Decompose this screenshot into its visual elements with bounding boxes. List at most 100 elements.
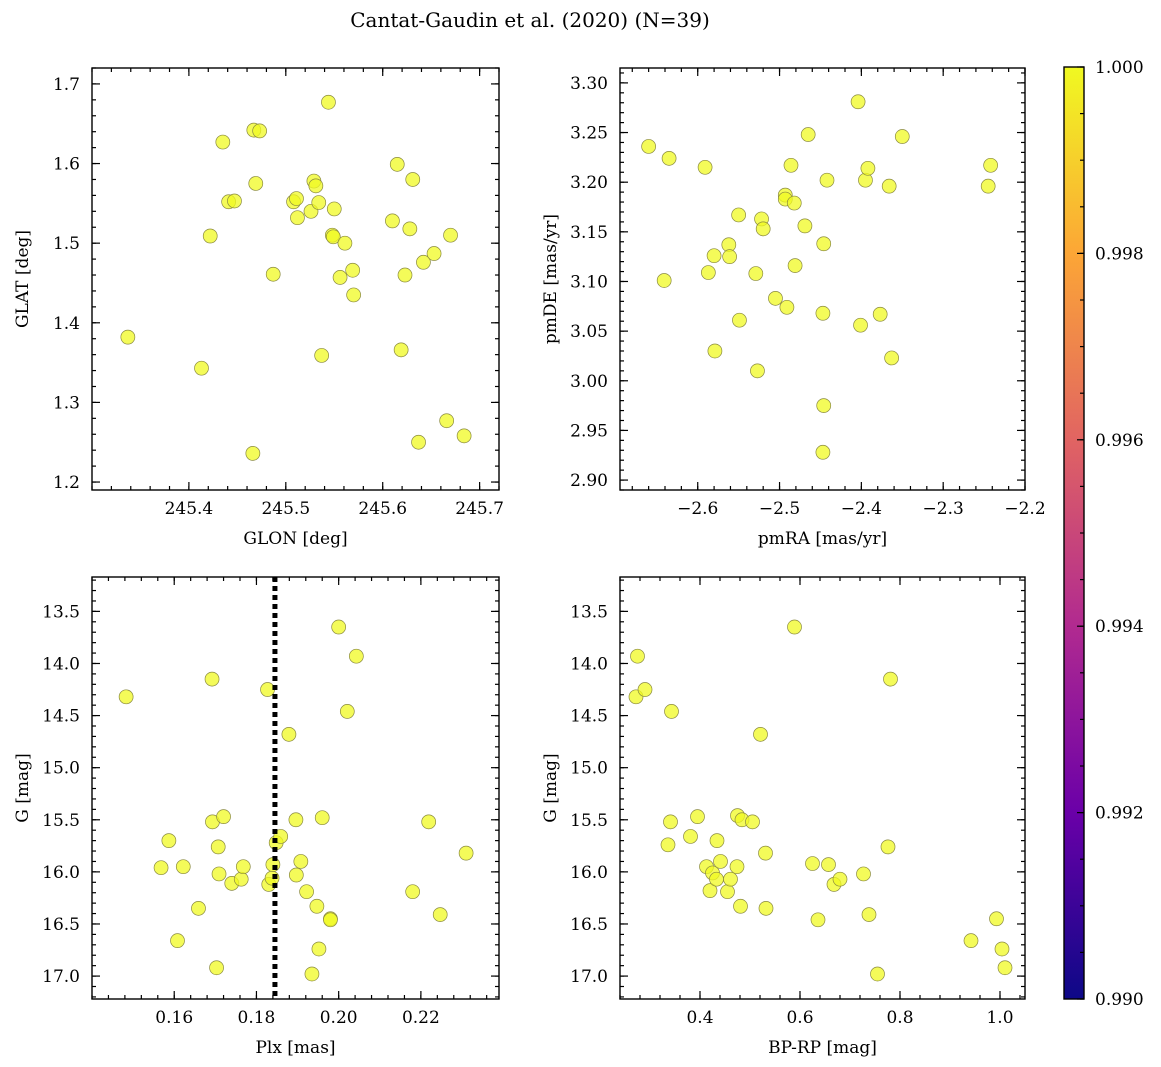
data-point — [758, 900, 774, 916]
data-point — [443, 227, 458, 243]
data-point — [311, 941, 327, 957]
data-point — [810, 912, 826, 928]
y-tick-label: 13.5 — [42, 602, 80, 622]
y-tick-label: 1.5 — [53, 234, 80, 254]
x-axis-label: BP-RP [mag] — [768, 1038, 877, 1058]
x-tick-label: −2.2 — [1004, 499, 1045, 519]
x-axis-label: GLON [deg] — [243, 529, 347, 549]
data-point — [314, 810, 330, 826]
data-point — [245, 446, 261, 461]
colorbar: 0.990 0.992 0.994 0.996 0.998 1.000 — [1063, 58, 1144, 1010]
data-point — [332, 270, 348, 285]
data-point — [458, 845, 474, 861]
data-point — [850, 94, 866, 110]
data-point — [331, 619, 347, 635]
data-point — [265, 266, 281, 282]
y-tick-label: 16.0 — [570, 863, 608, 883]
axes-frame — [91, 67, 500, 491]
data-point — [630, 648, 645, 664]
data-point — [821, 857, 836, 872]
data-point — [748, 266, 764, 281]
data-point — [786, 195, 802, 211]
panel-glon-glat: 245.4 245.5 245.6 245.7 1.2 1.3 1.4 1.5 1.6 1.7 GL… — [13, 67, 504, 549]
data-point — [323, 912, 338, 928]
data-point — [215, 134, 231, 150]
y-axis-label: G [mag] — [13, 753, 33, 822]
data-point — [308, 178, 324, 194]
y-tick-label: 17.0 — [570, 967, 608, 987]
y-tick-label: 3.05 — [570, 322, 608, 342]
data-point — [989, 911, 1004, 927]
data-point — [345, 262, 361, 278]
y-axis-label: G [mag] — [541, 753, 561, 822]
y-tick-label: 3.20 — [570, 173, 608, 193]
data-point — [723, 871, 738, 887]
axes-frame — [619, 67, 1026, 491]
data-point — [720, 884, 735, 900]
data-point — [881, 178, 897, 194]
data-point — [994, 941, 1010, 957]
y-tick-label: 2.95 — [570, 421, 608, 441]
data-point — [832, 871, 848, 887]
data-point — [707, 343, 723, 359]
x-tick-label: −2.4 — [841, 499, 882, 519]
data-point — [816, 236, 832, 252]
data-point — [656, 273, 672, 288]
x-tick-label: 0.6 — [786, 1008, 813, 1028]
data-point — [963, 933, 979, 949]
data-point — [311, 195, 327, 210]
data-point — [731, 207, 746, 223]
data-point — [779, 299, 795, 315]
data-point — [289, 191, 304, 206]
data-point — [153, 860, 169, 876]
data-point — [709, 833, 725, 848]
data-point — [880, 839, 896, 855]
data-point — [432, 907, 448, 922]
data-point — [805, 856, 820, 871]
y-tick-label: 3.25 — [570, 124, 608, 144]
data-point — [701, 265, 716, 280]
colorbar-tick-label: 1.000 — [1095, 58, 1144, 78]
data-point — [753, 726, 768, 742]
data-point — [861, 907, 877, 922]
data-point — [661, 151, 677, 166]
data-point — [389, 156, 405, 172]
data-point — [641, 139, 656, 154]
data-point — [709, 871, 724, 887]
data-point — [768, 291, 783, 306]
colorbar-tick-label: 0.994 — [1095, 617, 1144, 637]
y-tick-label: 1.2 — [53, 473, 80, 493]
data-point — [233, 871, 249, 887]
y-tick-label: 14.0 — [42, 654, 80, 674]
data-point — [439, 413, 455, 429]
colorbar-tick-label: 0.996 — [1095, 431, 1144, 451]
data-point — [393, 342, 409, 358]
colorbar-tick-label: 0.990 — [1095, 990, 1144, 1010]
y-tick-label: 15.5 — [570, 811, 608, 831]
y-axis-label: GLAT [deg] — [13, 230, 33, 328]
data-point — [339, 704, 355, 719]
colorbar-gradient — [1064, 67, 1084, 999]
y-tick-label: 3.15 — [570, 223, 608, 243]
data-point — [211, 866, 227, 882]
data-point — [191, 900, 206, 916]
data-point — [416, 254, 431, 270]
data-point — [194, 360, 209, 376]
y-axis-label: pmDE [mas/yr] — [541, 214, 561, 344]
data-point — [210, 839, 226, 855]
data-point — [750, 363, 765, 379]
data-point — [697, 159, 713, 175]
data-point — [858, 172, 873, 188]
data-point — [260, 682, 275, 697]
x-tick-label: 245.5 — [261, 499, 310, 519]
data-point — [980, 178, 996, 194]
data-point — [397, 267, 413, 283]
x-tick-label: 0.8 — [886, 1008, 913, 1028]
data-point — [722, 249, 737, 265]
x-tick-label: −2.6 — [677, 499, 718, 519]
data-point — [118, 689, 134, 705]
data-point — [755, 221, 771, 237]
data-point — [787, 619, 802, 635]
x-tick-label: 245.6 — [358, 499, 407, 519]
